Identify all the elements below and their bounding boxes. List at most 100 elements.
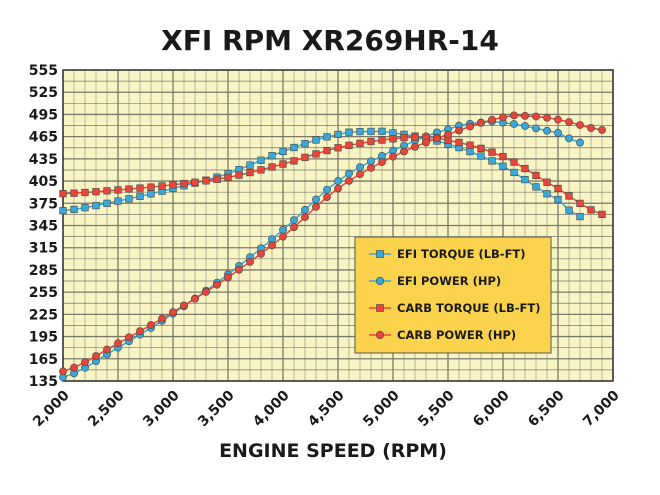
data-point-circle xyxy=(510,120,518,128)
data-point-square xyxy=(114,197,122,205)
data-point-circle xyxy=(323,185,331,194)
data-point-circle xyxy=(411,142,419,151)
y-tick-label: 405 xyxy=(29,174,58,190)
data-point-circle xyxy=(224,273,232,282)
data-point-square xyxy=(158,182,166,190)
data-point-circle xyxy=(433,134,441,143)
data-point-square xyxy=(334,130,342,139)
legend-label: CARB TORQUE (LB-FT) xyxy=(397,301,541,315)
data-point-square xyxy=(521,175,529,184)
data-point-square xyxy=(257,156,265,164)
data-point-square xyxy=(301,153,309,161)
data-point-circle xyxy=(70,363,78,372)
data-point-square xyxy=(279,160,287,168)
data-point-square xyxy=(455,138,463,147)
series-3 xyxy=(59,133,606,218)
data-point-circle xyxy=(279,232,287,241)
y-tick-label: 195 xyxy=(29,330,58,346)
data-point-circle xyxy=(532,124,540,133)
data-point-circle xyxy=(488,115,496,124)
data-point-square xyxy=(532,171,540,180)
y-tick-label: 435 xyxy=(29,152,58,168)
data-point-square xyxy=(103,187,111,195)
data-point-square xyxy=(312,150,320,158)
data-point-square xyxy=(345,141,353,149)
data-point-circle xyxy=(510,111,518,120)
y-tick-label: 285 xyxy=(29,263,58,279)
y-tick-label: 495 xyxy=(29,107,58,123)
data-point-square xyxy=(114,186,122,194)
data-point-circle xyxy=(103,345,111,354)
legend: EFI TORQUE (LB-FT) EFI POWER (HP) CARB TOR… xyxy=(354,236,552,354)
data-point-circle xyxy=(367,157,375,166)
data-point-square xyxy=(235,171,243,179)
data-point-circle xyxy=(400,147,408,156)
data-point-circle xyxy=(158,314,166,323)
data-point-square xyxy=(213,175,221,183)
data-point-circle xyxy=(312,203,320,211)
data-point-circle xyxy=(92,352,100,360)
data-point-square xyxy=(246,161,254,169)
data-point-circle xyxy=(334,184,342,193)
data-point-square xyxy=(246,169,254,177)
data-point-circle xyxy=(345,169,353,178)
data-point-circle xyxy=(334,177,342,185)
data-point-square xyxy=(587,206,595,214)
data-point-square xyxy=(499,162,507,170)
series-layer xyxy=(59,111,606,382)
data-point-square xyxy=(191,178,199,186)
y-tick-label: 165 xyxy=(29,352,58,368)
data-point-circle xyxy=(290,216,298,225)
data-point-square xyxy=(576,199,584,208)
data-point-square xyxy=(81,188,89,197)
data-point-circle xyxy=(114,339,122,348)
data-point-square xyxy=(257,166,265,174)
data-point-square xyxy=(103,199,111,207)
y-tick-label: 135 xyxy=(29,374,58,390)
data-point-circle xyxy=(356,163,364,172)
data-point-square xyxy=(389,135,397,143)
y-tick-label: 315 xyxy=(29,241,58,257)
data-point-square xyxy=(180,179,188,188)
legend-box xyxy=(354,236,552,354)
data-point-square xyxy=(268,163,276,171)
y-tick-label: 375 xyxy=(29,196,58,212)
data-point-circle xyxy=(345,177,353,185)
legend-marker-circle xyxy=(375,330,385,340)
data-point-square xyxy=(400,134,408,142)
x-tick-label: 7,000 xyxy=(580,387,623,430)
data-point-square xyxy=(565,192,573,200)
data-point-circle xyxy=(279,226,287,234)
data-point-square xyxy=(202,177,210,185)
data-point-square xyxy=(224,173,232,181)
data-point-square xyxy=(301,139,309,148)
data-point-circle xyxy=(587,124,595,132)
plot-frame xyxy=(62,69,614,382)
data-point-square xyxy=(510,168,518,177)
x-axis-ticks: 2,000 2,500 3,000 3,500 4,000 4,500 5,000 5,500… xyxy=(30,387,623,430)
data-point-square xyxy=(488,157,496,165)
data-point-circle xyxy=(532,112,540,121)
data-point-circle xyxy=(576,138,584,147)
data-point-circle xyxy=(378,158,386,167)
y-axis-ticks: 135 165 195 225 255 285 315 345 375 405 435 465 495 5… xyxy=(29,63,58,390)
data-point-circle xyxy=(543,113,551,122)
legend-item: CARB POWER (HP) xyxy=(369,328,516,342)
data-point-circle xyxy=(323,193,331,202)
data-point-circle xyxy=(466,122,474,131)
data-point-square xyxy=(290,157,298,165)
y-tick-label: 345 xyxy=(29,219,58,235)
y-tick-label: 255 xyxy=(29,285,58,301)
data-point-circle xyxy=(422,138,430,147)
x-tick-label: 5,000 xyxy=(360,387,403,430)
legend-marker-square xyxy=(376,250,384,258)
data-point-square xyxy=(543,190,551,198)
data-point-circle xyxy=(125,333,133,342)
data-point-square xyxy=(312,136,320,144)
legend-item: EFI POWER (HP) xyxy=(369,274,501,288)
data-point-square xyxy=(488,148,496,156)
x-tick-label: 3,500 xyxy=(195,387,238,430)
data-point-square xyxy=(70,189,78,197)
legend-marker-square xyxy=(376,304,384,312)
